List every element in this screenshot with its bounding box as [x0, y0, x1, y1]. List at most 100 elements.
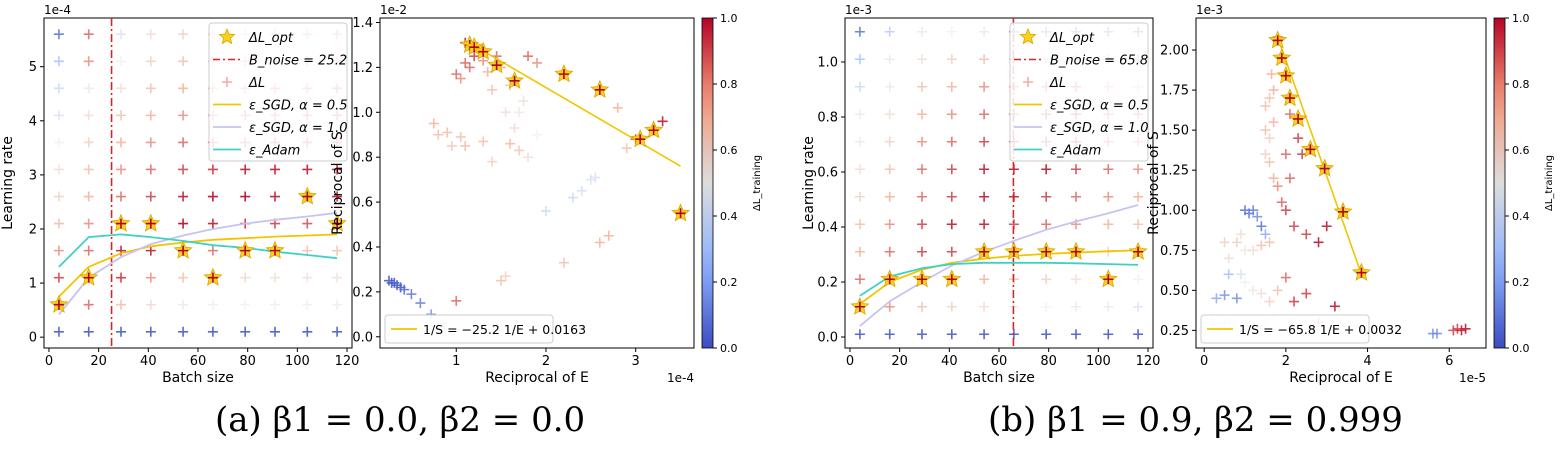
y-offset-label: 1e-3: [845, 3, 872, 17]
y-axis-label: Learning rate: [0, 136, 16, 230]
delta-l-point: [1041, 274, 1052, 285]
scatter-point: [612, 102, 623, 113]
delta-l-point: [302, 245, 313, 256]
legend: 1/S = −25.2 1/E + 0.0163: [384, 314, 586, 344]
scatter-point: [500, 107, 511, 118]
delta-l-point: [178, 272, 189, 283]
delta-l-point: [145, 245, 156, 256]
legend-label: B_noise = 65.8: [1050, 54, 1148, 69]
delta-l-point: [946, 109, 957, 120]
scatter-point: [455, 131, 466, 142]
scatter-point: [1256, 240, 1267, 251]
delta-l-point: [946, 219, 957, 230]
delta-l-point: [145, 137, 156, 148]
y-tick-label: 0.50: [1160, 284, 1189, 299]
delta-l-point: [270, 164, 280, 175]
legend: 1/S = −65.8 1/E + 0.0032: [1200, 314, 1402, 344]
delta-l-point: [979, 136, 990, 147]
y-tick-label: 4: [29, 114, 37, 129]
delta-l-point: [1103, 164, 1114, 175]
delta-l-point: [917, 301, 927, 312]
delta-l-point: [1071, 191, 1081, 202]
colorbar-tick-label: 0.6: [720, 144, 738, 157]
y-tick-label: 0.2: [817, 276, 838, 291]
delta-l-point: [178, 110, 189, 121]
delta-l-point: [884, 191, 895, 202]
colorbar-tick-label: 0.4: [720, 210, 738, 223]
delta-l-point: [83, 83, 94, 94]
legend-label: 1/S = −25.2 1/E + 0.0163: [423, 322, 586, 337]
delta-l-point: [53, 56, 64, 67]
delta-l-point: [946, 191, 957, 202]
scatter-point: [451, 69, 462, 80]
delta-l-point: [917, 109, 927, 120]
legend-label: ε_Adam: [1050, 144, 1101, 159]
scatter-point: [540, 206, 551, 217]
delta-l-point: [979, 219, 990, 230]
delta-l-point: [946, 26, 957, 37]
delta-l-point: [854, 329, 865, 340]
delta-l-point: [53, 83, 64, 94]
delta-l-point: [83, 56, 94, 67]
delta-l-point: [302, 272, 313, 283]
opt-point-mark: [1103, 274, 1114, 285]
delta-l-point: [145, 29, 156, 40]
x-tick-label: 6: [1445, 354, 1453, 369]
delta-l-point: [83, 245, 94, 256]
curve-line: [58, 233, 338, 298]
delta-l-point: [946, 136, 957, 147]
scatter-point: [399, 284, 410, 295]
y-tick-label: 1.75: [1160, 84, 1189, 99]
delta-l-point: [917, 136, 927, 147]
y-axis-label: Learning rate: [801, 136, 817, 230]
scatter-point: [523, 51, 534, 62]
opt-point-mark: [1280, 70, 1291, 81]
curve-line: [58, 211, 338, 316]
colorbar-tick-label: 0.4: [1512, 210, 1530, 223]
delta-l-point: [1071, 274, 1081, 285]
delta-l-point: [145, 164, 156, 175]
scatter-point: [1293, 133, 1304, 144]
plot-marks: [383, 34, 691, 329]
delta-l-point: [302, 164, 313, 175]
opt-point-mark: [648, 125, 659, 136]
delta-l-point: [145, 326, 156, 337]
delta-l-point: [917, 81, 927, 92]
delta-l-point: [240, 272, 251, 283]
colorbar: 0.0 0.2 0.4 0.6 0.8 1.0 ΔL_training: [1493, 12, 1555, 355]
delta-l-point: [854, 109, 865, 120]
x-offset-label: 1e-4: [667, 371, 694, 385]
delta-l-point: [116, 299, 126, 310]
opt-point-mark: [302, 191, 313, 202]
colorbar-tick-label: 0.8: [720, 78, 738, 91]
scatter-point: [1289, 296, 1300, 307]
scatter-point: [518, 96, 529, 107]
delta-l-point: [946, 54, 957, 65]
legend-plus-icon: [1023, 77, 1033, 87]
x-tick-label: 1: [452, 354, 460, 369]
colorbar-gradient: [701, 17, 714, 349]
delta-l-point: [946, 329, 957, 340]
delta-l-point: [145, 110, 156, 121]
scatter-point: [585, 174, 596, 185]
scatter-point: [1460, 323, 1471, 334]
y-tick-label: 0.2: [352, 285, 373, 300]
y-axis-label: Reciprocal of S: [1146, 131, 1162, 235]
panel-a-right: 1 2 3 0.0 0.2 0.4 0.6 0.8 1.0 1.2 1.4 Reciprocal of…: [330, 3, 695, 386]
scatter-point: [487, 156, 498, 167]
delta-l-point: [854, 136, 865, 147]
delta-l-point: [332, 326, 343, 337]
plot-area: [1195, 17, 1487, 349]
scatter-point: [1256, 221, 1267, 232]
scatter-point: [657, 116, 668, 127]
delta-l-point: [884, 109, 895, 120]
opt-point-mark: [178, 245, 189, 256]
legend-label: ΔL: [1049, 76, 1066, 91]
scatter-point: [1313, 237, 1324, 248]
delta-l-point: [240, 164, 251, 175]
scatter-point: [509, 123, 520, 133]
delta-l-point: [53, 245, 64, 256]
scatter-point: [1231, 293, 1242, 304]
scatter-point: [1264, 237, 1275, 248]
